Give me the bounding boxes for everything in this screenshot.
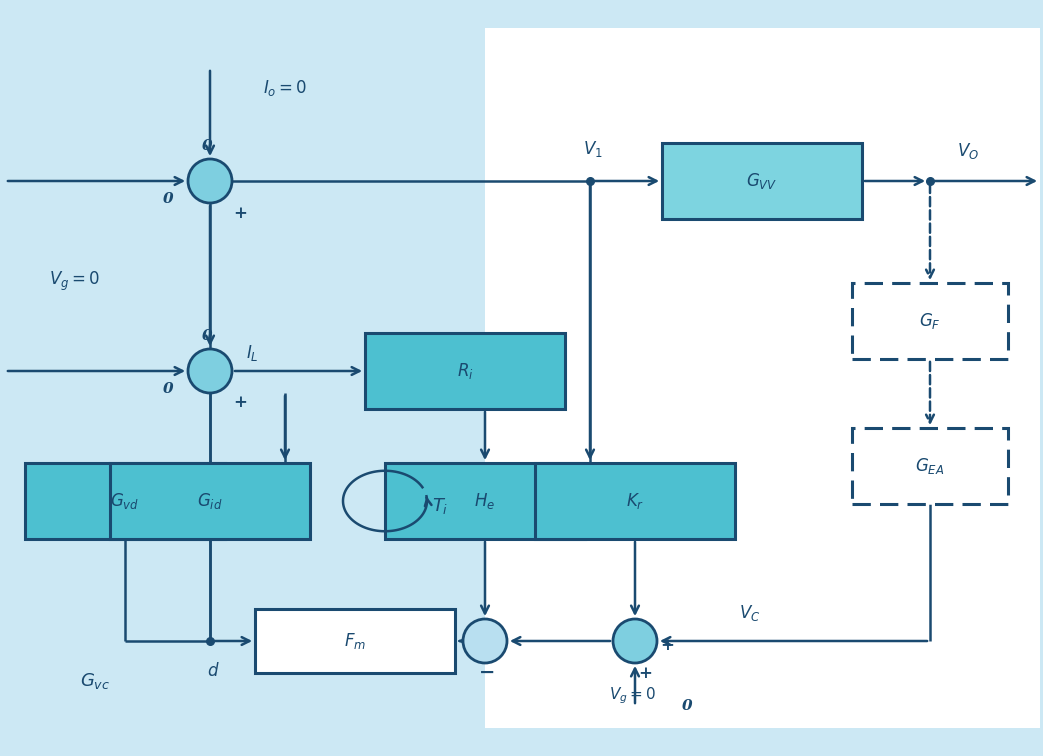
Text: $G_{vd}$: $G_{vd}$ [111, 491, 140, 511]
FancyBboxPatch shape [110, 463, 310, 539]
Text: $G_{EA}$: $G_{EA}$ [916, 456, 945, 476]
Text: 0: 0 [163, 382, 173, 396]
Text: $G_{vc}$: $G_{vc}$ [80, 671, 111, 691]
Text: $V_g = 0$: $V_g = 0$ [609, 686, 656, 706]
FancyBboxPatch shape [254, 609, 455, 673]
Text: $d$: $d$ [207, 662, 219, 680]
Circle shape [613, 619, 657, 663]
Text: $H_e$: $H_e$ [475, 491, 495, 511]
Text: +: + [233, 205, 247, 222]
FancyBboxPatch shape [25, 463, 225, 539]
Text: $V_1$: $V_1$ [583, 139, 603, 159]
Text: 0: 0 [201, 329, 213, 343]
Text: 0: 0 [163, 192, 173, 206]
FancyBboxPatch shape [852, 428, 1008, 504]
Text: $G_{id}$: $G_{id}$ [197, 491, 223, 511]
FancyBboxPatch shape [852, 283, 1008, 359]
FancyBboxPatch shape [365, 333, 565, 409]
Text: $I_o = 0$: $I_o = 0$ [263, 78, 308, 98]
Text: 0: 0 [201, 139, 213, 153]
Text: $F_m$: $F_m$ [344, 631, 366, 651]
Text: $T_i$: $T_i$ [432, 496, 448, 516]
Text: +: + [233, 395, 247, 411]
Text: $I_L$: $I_L$ [246, 343, 259, 363]
Text: $R_i$: $R_i$ [457, 361, 474, 381]
Text: +: + [660, 637, 674, 655]
Circle shape [188, 349, 232, 393]
Text: $G_{VV}$: $G_{VV}$ [746, 171, 778, 191]
Text: −: − [479, 664, 495, 682]
Text: 0: 0 [682, 699, 693, 713]
Bar [485, 28, 1040, 728]
Text: $V_g = 0$: $V_g = 0$ [49, 269, 100, 293]
Circle shape [188, 159, 232, 203]
FancyBboxPatch shape [662, 143, 862, 219]
Text: $V_O$: $V_O$ [957, 141, 979, 161]
Circle shape [463, 619, 507, 663]
Text: $G_F$: $G_F$ [919, 311, 941, 331]
Text: $K_r$: $K_r$ [626, 491, 645, 511]
FancyBboxPatch shape [535, 463, 735, 539]
Text: +: + [638, 665, 652, 681]
FancyBboxPatch shape [385, 463, 585, 539]
Text: $V_C$: $V_C$ [739, 603, 760, 623]
